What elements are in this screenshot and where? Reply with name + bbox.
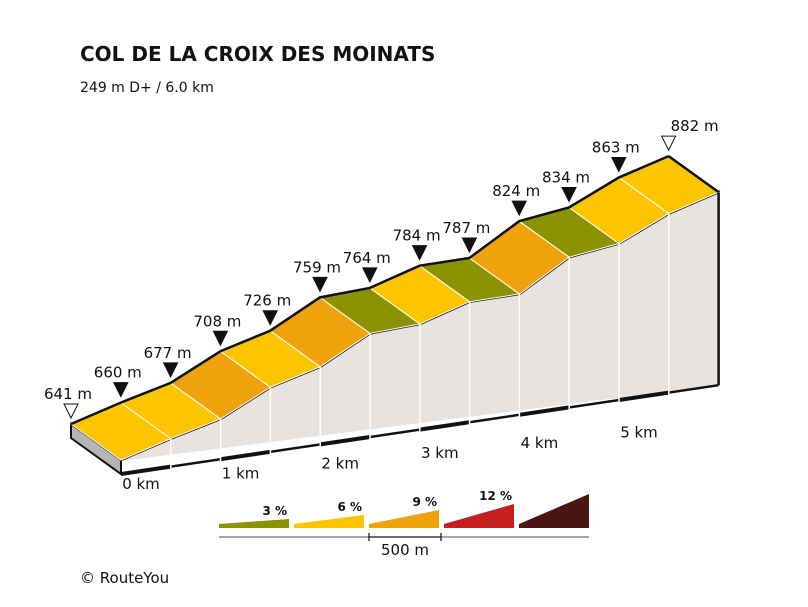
legend-swatch — [369, 510, 439, 528]
scale-label: 500 m — [381, 541, 429, 559]
elevation-marker-icon — [312, 276, 328, 293]
legend-swatch — [294, 515, 364, 528]
legend-label: 3 % — [262, 504, 287, 518]
elevation-marker-icon — [63, 403, 79, 420]
baseline-km-segment — [220, 449, 271, 462]
elevation-marker-icon — [561, 186, 577, 203]
legend-swatch — [219, 519, 289, 528]
elevation-marker-icon — [212, 330, 229, 347]
elevation-label: 708 m — [193, 312, 241, 330]
km-tick-label: 2 km — [321, 454, 359, 472]
baseline-km-segment — [419, 420, 470, 432]
elevation-marker-icon — [162, 362, 179, 379]
elevation-label: 660 m — [94, 364, 142, 382]
km-tick-label: 3 km — [421, 444, 459, 462]
elevation-marker-icon — [411, 245, 428, 261]
elevation-marker-icon — [461, 237, 478, 254]
elevation-label: 863 m — [592, 139, 640, 157]
km-tick-label: 4 km — [521, 434, 559, 452]
elevation-label: 726 m — [243, 292, 291, 310]
legend-label: 12 % — [479, 489, 512, 503]
elevation-label: 787 m — [442, 219, 490, 237]
elevation-marker-icon — [511, 200, 528, 217]
elevation-marker-icon — [262, 310, 279, 326]
elevation-label: 824 m — [492, 182, 540, 200]
legend-label: 6 % — [337, 500, 362, 514]
baseline-km-segment — [120, 464, 172, 476]
elevation-label: 882 m — [671, 117, 719, 135]
chart-title: COL DE LA CROIX DES MOINATS — [80, 42, 435, 66]
km-tick-label: 1 km — [222, 465, 260, 483]
baseline-km-segment — [618, 390, 670, 402]
baseline-km-segment — [319, 435, 371, 447]
chart-subtitle: 249 m D+ / 6.0 km — [80, 80, 214, 96]
km-tick-label: 0 km — [122, 475, 160, 493]
elevation-marker-icon — [112, 382, 129, 398]
legend-label: 9 % — [412, 495, 437, 509]
elevation-label: 759 m — [293, 258, 341, 276]
gradient-legend: 3 % 6 % 9 % 12 % 500 m — [219, 489, 589, 559]
elevation-marker-icon — [660, 135, 677, 152]
credit-text: © RouteYou — [80, 569, 169, 587]
elevation-label: 834 m — [542, 168, 590, 186]
elevation-marker-icon — [361, 267, 378, 284]
elevation-label: 677 m — [144, 344, 192, 362]
baseline-km-segment — [519, 405, 570, 417]
elevation-marker-icon — [610, 157, 627, 173]
legend-swatch — [444, 504, 514, 528]
elevation-label: 641 m — [44, 385, 92, 403]
profile-end-edge — [667, 155, 720, 194]
profile-ridge — [70, 154, 670, 426]
elevation-label: 784 m — [393, 227, 441, 245]
elevation-label: 764 m — [343, 249, 391, 267]
km-tick-label: 5 km — [620, 424, 658, 442]
legend-swatch — [519, 494, 589, 528]
